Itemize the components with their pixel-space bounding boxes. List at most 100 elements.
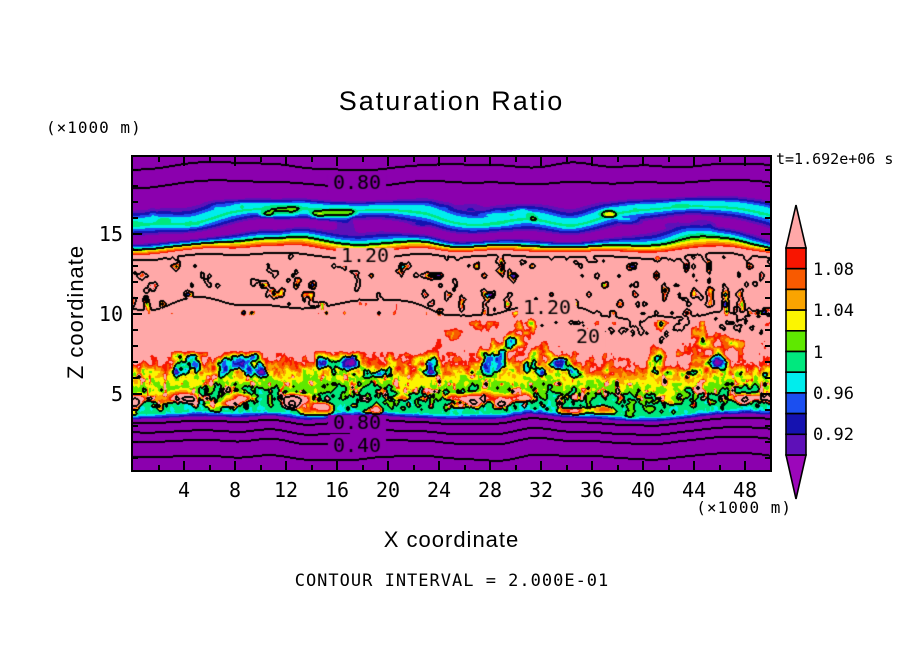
contour-plot-canvas <box>133 157 770 470</box>
y-axis-tick <box>765 169 770 171</box>
x-axis-tick <box>285 461 287 470</box>
x-tick-label: 24 <box>426 478 452 502</box>
x-axis-tick <box>718 465 721 470</box>
x-axis-tick <box>259 157 262 162</box>
x-axis-tick <box>208 465 211 470</box>
colorbar-arrow-up <box>784 204 808 249</box>
x-axis-tick <box>387 461 389 470</box>
y-axis-tick <box>133 345 138 347</box>
colorbar-segment <box>785 247 807 270</box>
x-axis-tick <box>642 157 644 166</box>
x-axis-tick <box>157 465 160 470</box>
x-axis-tick <box>336 157 338 166</box>
plot-title: Saturation Ratio <box>338 86 565 116</box>
x-tick-label: 12 <box>273 478 299 502</box>
x-axis-tick <box>489 157 491 166</box>
colorbar-label: 0.92 <box>813 425 854 446</box>
colorbar-segment <box>785 309 807 332</box>
y-axis-tick <box>765 281 770 283</box>
y-axis-tick <box>765 441 770 443</box>
colorbar-label: 1.04 <box>813 301 854 322</box>
x-tick-label: 4 <box>177 478 191 502</box>
colorbar-arrow-down <box>784 454 808 500</box>
y-axis-tick <box>133 329 138 331</box>
colorbar-segment <box>785 330 807 353</box>
x-axis-tick <box>693 157 695 166</box>
x-axis-tick <box>438 461 440 470</box>
x-axis-tick <box>183 461 185 470</box>
y-axis-tick <box>133 377 138 379</box>
x-axis-tick <box>463 157 466 162</box>
x-axis-tick <box>489 461 491 470</box>
colorbar-segment <box>785 371 807 394</box>
x-axis-tick <box>667 157 670 162</box>
x-axis-tick <box>438 157 440 166</box>
x-axis-tick <box>310 157 313 162</box>
y-axis-tick <box>133 361 138 363</box>
y-axis-tick <box>765 297 770 299</box>
x-axis-tick <box>616 157 619 162</box>
x-axis-tick <box>667 465 670 470</box>
x-tick-label: 28 <box>477 478 503 502</box>
x-axis-tick <box>744 461 746 470</box>
y-tick-label: 5 <box>110 382 123 406</box>
x-axis-tick <box>183 157 185 166</box>
x-axis-tick <box>234 461 236 470</box>
y-axis-tick <box>133 265 138 267</box>
x-axis-tick <box>616 465 619 470</box>
y-axis-tick <box>765 265 770 267</box>
x-axis-tick <box>565 465 568 470</box>
colorbar-segment <box>785 267 807 291</box>
x-axis-tick <box>693 461 695 470</box>
x-tick-label: 36 <box>579 478 605 502</box>
y-tick-label: 10 <box>98 302 123 326</box>
z-axis-units-label: (×1000 m) <box>46 118 142 137</box>
x-axis-tick <box>361 465 364 470</box>
colorbar-segment <box>785 412 807 436</box>
y-axis-tick <box>765 409 770 411</box>
y-axis-tick <box>765 329 770 331</box>
colorbar-label: 0.96 <box>813 383 854 404</box>
x-axis-tick <box>336 461 338 470</box>
y-axis-tick <box>765 217 770 219</box>
x-axis-tick <box>514 157 517 162</box>
y-axis-tick <box>765 185 770 187</box>
y-axis-tick <box>133 393 142 395</box>
colorbar <box>784 204 808 500</box>
x-axis-tick <box>387 157 389 166</box>
colorbar-label: 1 <box>813 342 824 363</box>
x-tick-label: 8 <box>228 478 242 502</box>
y-axis-tick <box>765 361 770 363</box>
x-axis-tick <box>565 157 568 162</box>
y-axis-tick <box>765 249 770 251</box>
x-axis-tick <box>642 461 644 470</box>
y-axis-tick <box>133 217 138 219</box>
x-axis-units-label: (×1000 m) <box>696 498 792 517</box>
colorbar-segment <box>785 350 807 374</box>
x-axis-tick <box>412 465 415 470</box>
y-axis-tick <box>133 169 138 171</box>
y-axis-tick <box>761 313 770 315</box>
x-axis-tick <box>463 465 466 470</box>
x-axis-tick <box>718 157 721 162</box>
colorbar-segment <box>785 288 807 311</box>
x-axis-tick <box>285 157 287 166</box>
x-axis-tick <box>591 461 593 470</box>
x-tick-label: 16 <box>324 478 350 502</box>
x-axis-tick <box>412 157 415 162</box>
x-axis-tick <box>157 157 160 162</box>
y-axis-tick <box>133 313 142 315</box>
y-axis-tick <box>765 345 770 347</box>
x-axis-tick <box>540 157 542 166</box>
x-axis-tick <box>259 465 262 470</box>
x-axis-tick <box>540 461 542 470</box>
x-axis-tick <box>234 157 236 166</box>
colorbar-segment <box>785 392 807 415</box>
y-axis-tick <box>761 233 770 235</box>
y-axis-tick <box>133 233 142 235</box>
x-tick-label: 20 <box>375 478 401 502</box>
colorbar-segment <box>785 433 807 456</box>
y-axis-tick <box>765 425 770 427</box>
y-axis-tick <box>133 425 138 427</box>
y-axis-tick <box>133 457 138 459</box>
